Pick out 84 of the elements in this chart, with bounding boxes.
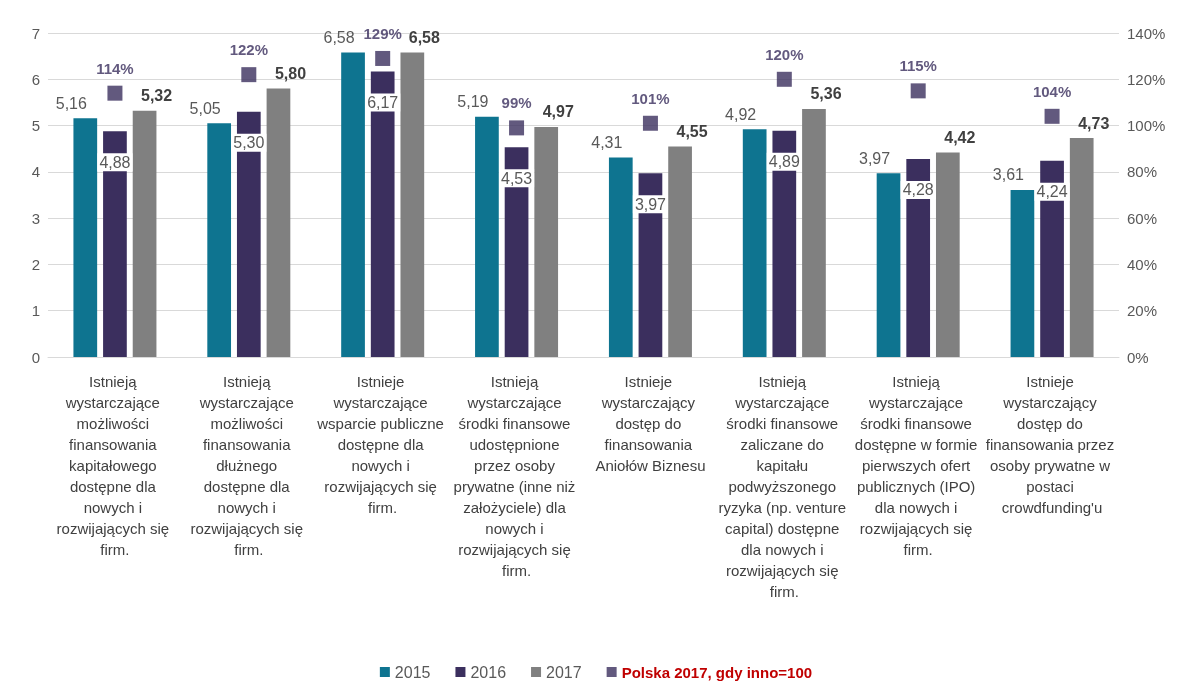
data-label: 6,58: [408, 28, 440, 46]
legend-label: 2016: [470, 663, 507, 681]
data-label: 4,97: [542, 103, 574, 121]
y-tick-label: 6: [31, 70, 40, 88]
data-label: 4,31: [591, 134, 623, 152]
y-tick-label: 0: [31, 348, 40, 366]
data-label: 3,61: [992, 166, 1025, 184]
bar: [1069, 138, 1094, 357]
point: [776, 71, 792, 87]
y2-tick-label: 20%: [1127, 302, 1158, 320]
y2-tick-label: 100%: [1127, 117, 1166, 135]
x-tick-label: Istnieje wystarczający dostęp do finansowania Aniołów Biznesu: [595, 373, 706, 474]
bar: [341, 52, 365, 357]
point: [107, 85, 123, 101]
y2-tick-label: 0%: [1127, 348, 1149, 366]
category-label: Istnieją wystarczające środki finansowe udostępnione przez osoby prywatne (inne niż założyciele) dla nowych i rozwijających się firm.: [453, 373, 576, 579]
data-label: 5,80: [274, 65, 307, 83]
y2-tick-label: 80%: [1127, 163, 1158, 181]
y-tick-label: 5: [31, 117, 40, 135]
y-tick-label: 4: [31, 163, 40, 181]
bar: [475, 116, 499, 357]
data-label: 4,88: [99, 153, 131, 171]
data-label: 122%: [229, 41, 268, 59]
bar: [802, 108, 826, 357]
x-tick-label: Istnieje wystarczający dostęp do finansowania przez osoby prywatne w postaci crowdfunding'u: [985, 373, 1119, 516]
y-tick-label: 1: [31, 302, 40, 320]
category-label: Istnieją wystarczające środki finansowe dostępne w formie pierwszych ofert publicznych (IPO) dla nowych i rozwijających się firm.: [854, 373, 978, 558]
bar: [742, 129, 767, 357]
data-label: 4,53: [500, 169, 533, 187]
category-label: Istnieją wystarczające możliwości finansowania kapitałowego dostępne dla nowych i rozwijających się firm.: [56, 373, 170, 558]
legend-label: 2015: [394, 663, 431, 681]
bar: [668, 146, 692, 357]
x-tick-label: Istnieje wystarczające wsparcie publiczne dostępne dla nowych i rozwijających się firm.: [316, 373, 449, 516]
y2-tick-label: 40%: [1127, 255, 1158, 273]
category-label: Istnieją wystarczające możliwości finansowania dłużnego dostępne dla nowych i rozwijających się firm.: [190, 373, 303, 558]
bar: [132, 110, 157, 357]
data-label: 4,55: [676, 122, 708, 140]
data-label: 114%: [96, 59, 134, 77]
data-label: 6,58: [323, 28, 355, 46]
data-label: 104%: [1032, 82, 1072, 100]
data-label: 5,36: [810, 85, 842, 103]
data-label: 99%: [501, 94, 532, 112]
y2-tick-label: 60%: [1127, 209, 1158, 227]
data-label: 5,05: [189, 99, 221, 117]
data-label: 4,24: [1036, 183, 1068, 201]
legend-label: 2017: [546, 663, 582, 681]
bar: [73, 118, 98, 357]
category-label: Istnieją wystarczające środki finansowe zaliczane do kapitału podwyższonego ryzyka (np. venture capital) dostępne dla nowych i rozwijających się firm.: [718, 373, 847, 600]
point: [241, 67, 257, 83]
bar: [608, 157, 633, 357]
point: [375, 50, 391, 66]
bar: [876, 173, 901, 357]
bar: [534, 126, 559, 357]
data-label: 4,73: [1078, 114, 1110, 132]
data-label: 3,97: [858, 149, 891, 167]
data-label: 4,28: [902, 181, 934, 199]
point: [1044, 108, 1060, 124]
data-label: 6,17: [367, 93, 399, 111]
data-label: 4,92: [725, 105, 757, 123]
y2-tick-label: 120%: [1127, 70, 1166, 88]
data-label: 5,30: [233, 134, 265, 152]
data-label: 115%: [899, 57, 937, 75]
data-label: 5,16: [55, 94, 87, 112]
data-label: 120%: [765, 45, 804, 63]
data-label: 3,97: [634, 195, 667, 213]
y-tick-label: 2: [31, 255, 40, 273]
legend-label: Polska 2017, gdy inno=100: [621, 663, 813, 681]
bar: [1010, 189, 1035, 357]
data-label: 101%: [631, 89, 670, 107]
y-tick-label: 3: [31, 209, 40, 227]
y-tick-label: 7: [31, 24, 40, 42]
point: [642, 115, 658, 131]
bar: [207, 123, 232, 357]
point: [910, 83, 926, 99]
data-label: 5,19: [457, 93, 489, 111]
data-label: 4,42: [944, 128, 976, 146]
data-label: 5,32: [141, 87, 173, 105]
y2-tick-label: 140%: [1127, 24, 1166, 42]
data-label: 129%: [363, 24, 402, 42]
bar: [400, 52, 425, 357]
bar: [935, 152, 960, 357]
point: [509, 120, 525, 136]
data-label: 4,89: [768, 153, 800, 171]
bar: [266, 88, 291, 357]
